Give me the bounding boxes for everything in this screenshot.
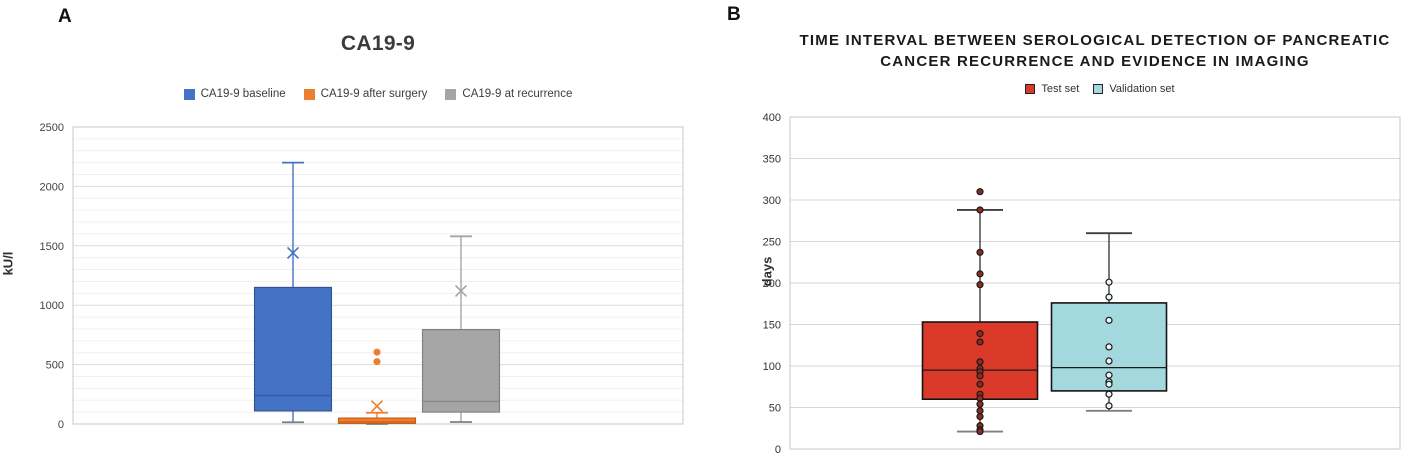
y-tick-label: 150 bbox=[763, 320, 781, 332]
box-rect bbox=[253, 286, 333, 412]
box-rect bbox=[421, 329, 501, 413]
box-rect bbox=[337, 417, 417, 424]
data-point-dot bbox=[976, 248, 984, 256]
data-point-dot bbox=[1105, 278, 1113, 286]
y-tick-label: 2000 bbox=[40, 181, 64, 193]
data-point-dot bbox=[1105, 316, 1113, 324]
y-tick-label: 1000 bbox=[40, 300, 64, 312]
legend-item: CA19-9 after surgery bbox=[303, 88, 428, 100]
legend-swatch-icon bbox=[445, 88, 457, 100]
panel-b: B TIME INTERVAL BETWEEN SEROLOGICAL DETE… bbox=[700, 0, 1409, 465]
data-point-dot bbox=[1105, 357, 1113, 365]
legend-label: Validation set bbox=[1109, 83, 1175, 95]
outlier-dot bbox=[976, 188, 984, 196]
data-point-dot bbox=[976, 394, 984, 402]
data-point-dot bbox=[976, 407, 984, 415]
data-point-dot bbox=[976, 358, 984, 366]
legend-swatch-icon bbox=[1093, 84, 1104, 94]
mean-x-marker bbox=[286, 246, 300, 259]
panel-b-label: B bbox=[727, 4, 741, 25]
data-point-dot bbox=[976, 380, 984, 388]
y-tick-label: 300 bbox=[763, 195, 781, 207]
data-point-dot bbox=[1105, 380, 1113, 388]
y-tick-label: 200 bbox=[763, 278, 781, 290]
data-point-dot bbox=[976, 338, 984, 346]
mean-x-marker bbox=[454, 284, 468, 298]
data-point-dot bbox=[976, 206, 984, 214]
legend-item: Test set bbox=[1025, 83, 1079, 95]
data-point-dot bbox=[1105, 371, 1113, 379]
y-tick-label: 100 bbox=[763, 361, 781, 373]
chart-b-title: TIME INTERVAL BETWEEN SEROLOGICAL DETECT… bbox=[799, 32, 1391, 70]
chart-b-legend: Test set Validation set bbox=[790, 83, 1409, 95]
y-tick-label: 350 bbox=[763, 154, 781, 166]
data-point-dot bbox=[1105, 293, 1113, 301]
data-point-dot bbox=[1105, 343, 1113, 351]
legend-swatch-icon bbox=[303, 88, 315, 100]
data-point-dot bbox=[1105, 390, 1113, 398]
chart-b-plot: 0 50 100 150 200 250 300 350 400 bbox=[763, 112, 1401, 456]
outlier-dot bbox=[373, 358, 381, 366]
data-point-dot bbox=[976, 427, 984, 436]
panel-a: A CA19-9 CA19-9 baseline CA19-9 after sur… bbox=[0, 0, 700, 465]
y-tick-label: 0 bbox=[775, 444, 781, 456]
panel-a-label: A bbox=[58, 6, 72, 27]
legend-item: Validation set bbox=[1093, 83, 1175, 95]
data-point-dot bbox=[976, 400, 984, 408]
legend-label: CA19-9 after surgery bbox=[320, 88, 428, 100]
chart-a-title: CA19-9 bbox=[340, 32, 416, 55]
y-tick-label: 400 bbox=[763, 112, 781, 124]
legend-label: CA19-9 baseline bbox=[200, 88, 286, 100]
data-point-dot bbox=[976, 330, 984, 338]
y-tick-label: 500 bbox=[46, 360, 64, 372]
chart-a-plot: 0 500 1000 1500 2000 2500 bbox=[40, 122, 684, 431]
y-tick-label: 50 bbox=[769, 403, 781, 415]
mean-x-marker bbox=[370, 400, 384, 413]
legend-label: Test set bbox=[1041, 83, 1080, 95]
plot-border bbox=[72, 126, 684, 425]
y-tick-label: 0 bbox=[58, 419, 64, 431]
y-tick-label: 1500 bbox=[40, 241, 64, 253]
y-tick-label: 250 bbox=[763, 237, 781, 249]
data-point-dot bbox=[976, 413, 984, 421]
data-point-dot bbox=[1105, 402, 1113, 410]
y-tick-label: 2500 bbox=[40, 122, 64, 134]
data-point-dot bbox=[976, 270, 984, 278]
chart-a-legend: CA19-9 baseline CA19-9 after surgery CA19-… bbox=[73, 88, 683, 100]
data-point-dot bbox=[976, 281, 984, 289]
data-point-dot bbox=[976, 372, 984, 380]
plot-border bbox=[789, 116, 1401, 450]
legend-item: CA19-9 baseline bbox=[183, 88, 286, 100]
legend-label: CA19-9 at recurrence bbox=[462, 88, 573, 100]
legend-item: CA19-9 at recurrence bbox=[445, 88, 572, 100]
outlier-dot bbox=[373, 348, 381, 356]
legend-swatch-icon bbox=[1025, 84, 1036, 94]
legend-swatch-icon bbox=[183, 88, 195, 100]
